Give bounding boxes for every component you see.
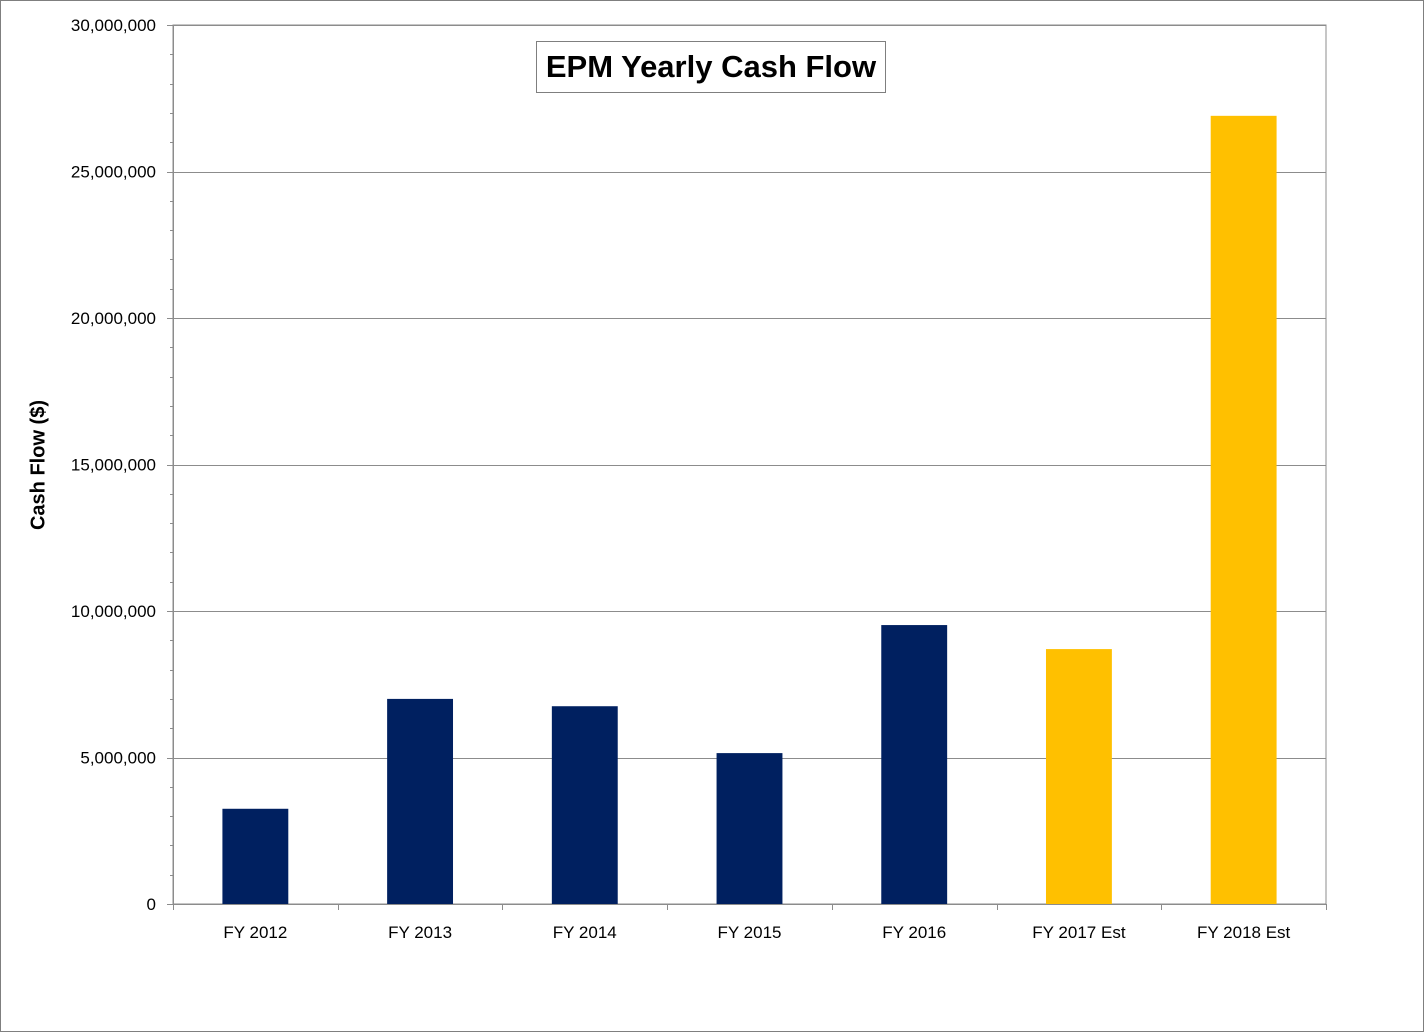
x-tick-label: FY 2017 Est: [1032, 923, 1126, 942]
y-tick-label: 10,000,000: [71, 602, 156, 621]
y-tick-label: 20,000,000: [71, 309, 156, 328]
bar-fy-2018-est: [1210, 115, 1277, 904]
y-tick-labels: 0 5,000,000 10,000,000 15,000,000 20,000,000…: [71, 16, 156, 914]
x-tick-label: FY 2013: [388, 923, 452, 942]
y-tick-label: 15,000,000: [71, 456, 156, 475]
bar-fy-2013: [387, 698, 454, 904]
x-tick-label: FY 2018 Est: [1197, 923, 1291, 942]
x-tick-label: FY 2016: [882, 923, 946, 942]
bars: [222, 115, 1277, 904]
y-tick-label: 5,000,000: [80, 749, 156, 768]
bar-fy-2012: [222, 808, 289, 904]
y-tick-label: 0: [147, 895, 156, 914]
x-tick-label: FY 2014: [553, 923, 617, 942]
y-axis-label: Cash Flow ($): [27, 399, 50, 531]
bar-fy-2016: [881, 625, 948, 904]
bar-fy-2014: [551, 706, 618, 904]
bar-fy-2015: [716, 753, 783, 904]
axes: [167, 25, 1327, 910]
x-tick-label: FY 2015: [718, 923, 782, 942]
bar-fy-2017-est: [1045, 649, 1112, 904]
chart-title: EPM Yearly Cash Flow: [536, 41, 886, 93]
x-tick-label: FY 2012: [223, 923, 287, 942]
y-tick-label: 25,000,000: [71, 163, 156, 182]
y-tick-label: 30,000,000: [71, 16, 156, 35]
x-tick-labels: FY 2012 FY 2013 FY 2014 FY 2015 FY 2016 FY 20…: [223, 923, 1290, 942]
